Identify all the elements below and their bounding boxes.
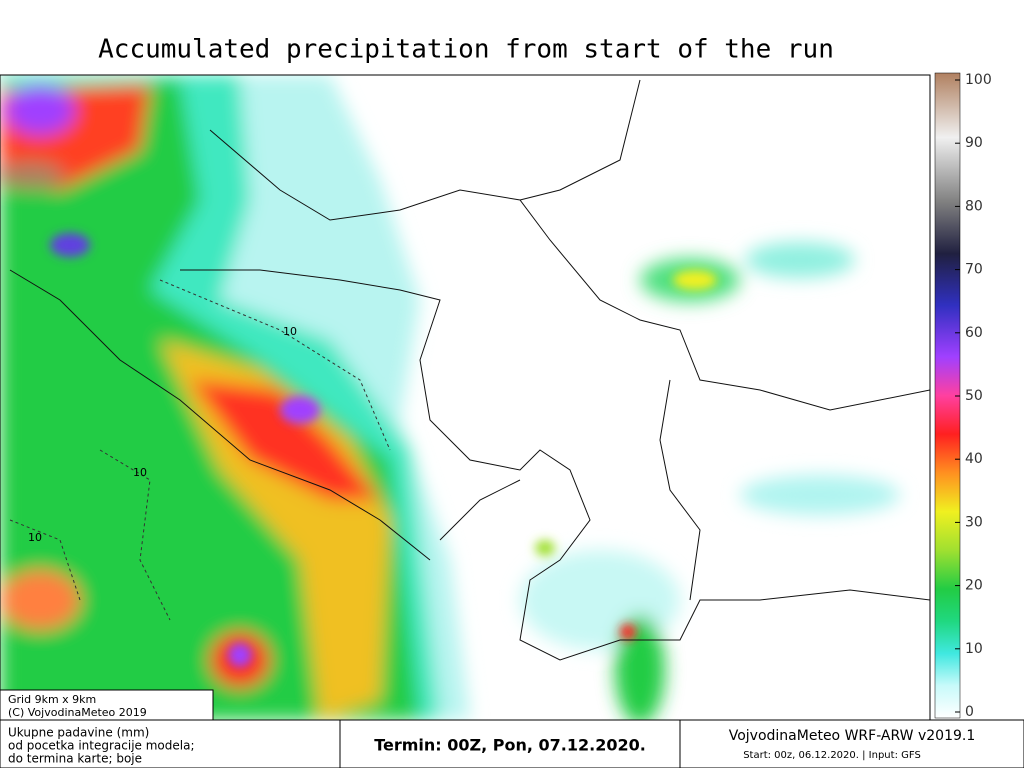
- colorbar-tick-label: 60: [965, 325, 983, 341]
- footer-description: Ukupne padavine (mm): [8, 726, 149, 740]
- colorbar-tick-label: 40: [965, 451, 983, 467]
- colorbar-tick-label: 50: [965, 388, 983, 404]
- footer-description: do termina karte; boje: [8, 752, 142, 766]
- footer-middle: [339, 719, 681, 769]
- borders: [9, 79, 930, 661]
- footer-model: VojvodinaMeteo WRF-ARW v2019.1: [729, 728, 976, 744]
- colorbar-tick-label: 90: [965, 135, 983, 151]
- colorbar-tick-label: 80: [965, 198, 983, 214]
- contour-label: 10: [133, 466, 147, 479]
- info-line: Grid 9km x 9km: [8, 693, 96, 706]
- colorbar: 0 10 20 30 40 50 60 70 80 90 100: [934, 72, 992, 720]
- map-title: Accumulated precipitation from start of …: [98, 35, 834, 65]
- colorbar-tick-label: 30: [965, 514, 983, 530]
- footer-right: [679, 719, 1024, 769]
- colorbar-tick-label: 100: [965, 72, 992, 88]
- contour-label: 10: [283, 325, 297, 338]
- info-line: (C) VojvodinaMeteo 2019: [8, 706, 147, 719]
- colorbar-tick-label: 0: [965, 704, 974, 720]
- colorbar-tick-label: 70: [965, 262, 983, 278]
- precipitation-field: [0, 75, 930, 720]
- info-box: [0, 689, 214, 721]
- footer-run: Start: 00z, 06.12.2020. | Input: GFS: [743, 750, 921, 761]
- footer-term: Termin: 00Z, Pon, 07.12.2020.: [374, 736, 646, 755]
- colorbar-tick-label: 20: [965, 578, 983, 594]
- footer-description: od pocetka integracije modela;: [8, 739, 194, 753]
- contour-label: 10: [28, 531, 42, 544]
- colorbar-tick-label: 10: [965, 641, 983, 657]
